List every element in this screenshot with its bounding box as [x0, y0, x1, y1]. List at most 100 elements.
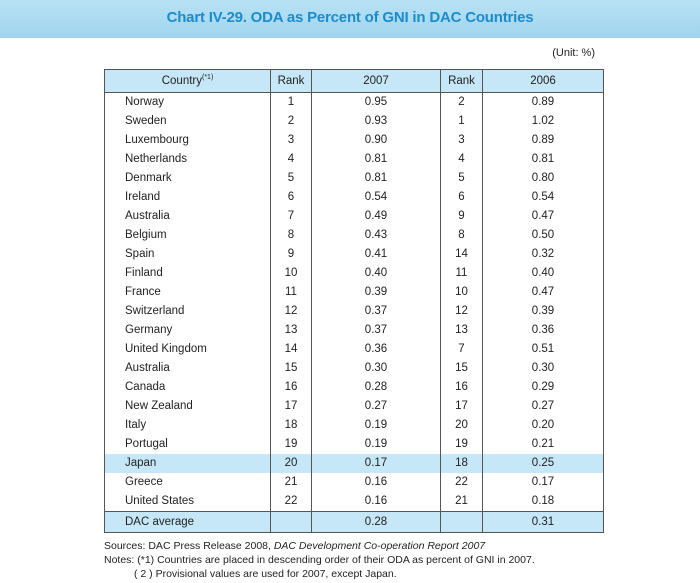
cell-country: Greece	[104, 473, 271, 492]
cell-rank-2006	[440, 511, 483, 533]
table-row: Australia 15 0.30 15 0.30	[104, 359, 604, 378]
table-row: Norway 1 0.95 2 0.89	[104, 92, 604, 112]
page-title: Chart IV-29. ODA as Percent of GNI in DA…	[166, 9, 534, 26]
cell-rank-2007: 21	[270, 473, 312, 492]
cell-rank-2007: 11	[270, 283, 312, 302]
cell-value-2007: 0.39	[311, 283, 441, 302]
cell-value-2006: 0.29	[482, 378, 604, 397]
cell-rank-2006: 12	[440, 302, 483, 321]
cell-value-2006: 0.31	[482, 511, 604, 533]
cell-value-2006: 0.18	[482, 492, 604, 512]
sources: Sources: DAC Press Release 2008, DAC Dev…	[104, 539, 603, 553]
cell-country: Luxembourg	[104, 131, 271, 150]
dac-average-row: DAC average 0.28 0.31	[104, 511, 604, 533]
table-row: United Kingdom 14 0.36 7 0.51	[104, 340, 604, 359]
cell-rank-2007: 14	[270, 340, 312, 359]
cell-country: Australia	[104, 207, 271, 226]
cell-value-2007: 0.27	[311, 397, 441, 416]
cell-value-2007: 0.28	[311, 511, 441, 533]
cell-value-2006: 0.81	[482, 150, 604, 169]
cell-rank-2007: 5	[270, 169, 312, 188]
cell-rank-2006: 19	[440, 435, 483, 454]
cell-value-2006: 0.39	[482, 302, 604, 321]
cell-country: Belgium	[104, 226, 271, 245]
cell-rank-2006: 7	[440, 340, 483, 359]
cell-rank-2006: 18	[440, 454, 483, 473]
cell-value-2006: 0.27	[482, 397, 604, 416]
header-country-label: Country	[161, 75, 202, 87]
cell-country: Norway	[104, 92, 271, 112]
header-rank-2007: Rank	[270, 69, 312, 93]
header-row: Country(*1) Rank 2007 Rank 2006	[104, 69, 604, 93]
cell-rank-2007: 4	[270, 150, 312, 169]
table-row: Australia 7 0.49 9 0.47	[104, 207, 604, 226]
cell-value-2006: 0.20	[482, 416, 604, 435]
sources-label: Sources: DAC Press Release 2008,	[104, 540, 274, 552]
cell-value-2007: 0.81	[311, 169, 441, 188]
cell-country: Portugal	[104, 435, 271, 454]
header-2006: 2006	[482, 69, 604, 93]
cell-value-2006: 0.25	[482, 454, 604, 473]
oda-table: Country(*1) Rank 2007 Rank 2006 Norway 1 0…	[104, 69, 604, 533]
cell-value-2006: 0.47	[482, 207, 604, 226]
cell-country: Australia	[104, 359, 271, 378]
cell-value-2006: 0.32	[482, 245, 604, 264]
cell-rank-2006: 5	[440, 169, 483, 188]
cell-value-2007: 0.19	[311, 435, 441, 454]
cell-rank-2006: 15	[440, 359, 483, 378]
header-rank-2006: Rank	[440, 69, 483, 93]
header-country: Country(*1)	[104, 69, 271, 93]
cell-country: Finland	[104, 264, 271, 283]
cell-country: New Zealand	[104, 397, 271, 416]
cell-rank-2006: 21	[440, 492, 483, 512]
cell-rank-2006: 1	[440, 112, 483, 131]
table-row: France 11 0.39 10 0.47	[104, 283, 604, 302]
note-2: ( 2 ) Provisional values are used for 20…	[134, 568, 397, 580]
cell-rank-2006: 4	[440, 150, 483, 169]
cell-country: France	[104, 283, 271, 302]
cell-rank-2007: 7	[270, 207, 312, 226]
cell-rank-2006: 8	[440, 226, 483, 245]
cell-value-2006: 0.89	[482, 131, 604, 150]
cell-rank-2006: 14	[440, 245, 483, 264]
cell-rank-2006: 2	[440, 92, 483, 112]
cell-value-2006: 0.47	[482, 283, 604, 302]
cell-country: Sweden	[104, 112, 271, 131]
table-row: Italy 18 0.19 20 0.20	[104, 416, 604, 435]
cell-value-2007: 0.19	[311, 416, 441, 435]
table-row: Denmark 5 0.81 5 0.80	[104, 169, 604, 188]
table-row: Netherlands 4 0.81 4 0.81	[104, 150, 604, 169]
table-row: United States 22 0.16 21 0.18	[104, 492, 604, 512]
table-row: Finland 10 0.40 11 0.40	[104, 264, 604, 283]
cell-value-2007: 0.16	[311, 492, 441, 512]
cell-rank-2007: 18	[270, 416, 312, 435]
cell-rank-2006: 20	[440, 416, 483, 435]
cell-rank-2006: 11	[440, 264, 483, 283]
cell-rank-2007: 10	[270, 264, 312, 283]
cell-rank-2007: 9	[270, 245, 312, 264]
sources-report: DAC Development Co-operation Report 2007	[273, 540, 486, 552]
table-row: New Zealand 17 0.27 17 0.27	[104, 397, 604, 416]
table-row: Portugal 19 0.19 19 0.21	[104, 435, 604, 454]
cell-rank-2007: 22	[270, 492, 312, 512]
cell-value-2006: 0.30	[482, 359, 604, 378]
cell-rank-2007: 6	[270, 188, 312, 207]
unit-label: (Unit: %)	[552, 47, 595, 59]
cell-rank-2006: 10	[440, 283, 483, 302]
cell-country: United Kingdom	[104, 340, 271, 359]
cell-country: Japan	[104, 454, 271, 473]
table-row: Switzerland 12 0.37 12 0.39	[104, 302, 604, 321]
cell-value-2007: 0.40	[311, 264, 441, 283]
cell-rank-2007: 13	[270, 321, 312, 340]
cell-rank-2007: 1	[270, 92, 312, 112]
cell-value-2007: 0.30	[311, 359, 441, 378]
cell-country: Switzerland	[104, 302, 271, 321]
cell-value-2007: 0.49	[311, 207, 441, 226]
cell-rank-2006: 9	[440, 207, 483, 226]
cell-value-2006: 0.36	[482, 321, 604, 340]
cell-value-2007: 0.93	[311, 112, 441, 131]
cell-rank-2007: 17	[270, 397, 312, 416]
cell-value-2007: 0.37	[311, 321, 441, 340]
cell-value-2007: 0.36	[311, 340, 441, 359]
notes: Sources: DAC Press Release 2008, DAC Dev…	[104, 539, 603, 581]
